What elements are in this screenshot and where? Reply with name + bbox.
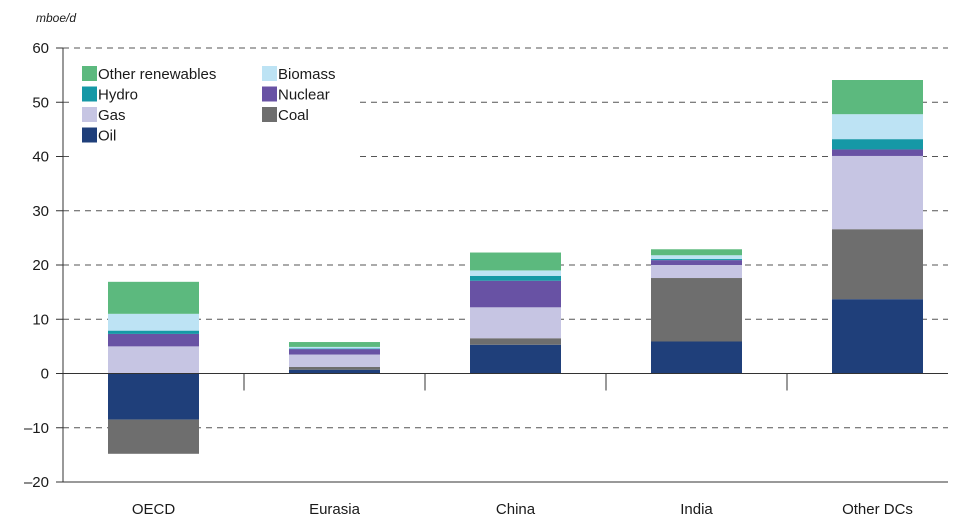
legend-item-coal: Coal xyxy=(262,107,309,124)
legend-label: Nuclear xyxy=(278,87,330,104)
bar-other-dcs-coal xyxy=(832,229,923,300)
bars xyxy=(108,80,923,454)
bar-eurasia-coal xyxy=(289,366,380,370)
bar-other-dcs-gas xyxy=(832,155,923,230)
legend-swatch xyxy=(82,127,97,143)
bar-oecd-biomass xyxy=(108,313,199,331)
bar-china-hydro xyxy=(470,275,561,281)
y-tick-label: 50 xyxy=(32,94,49,111)
legend-item-other-renewables: Other renewables xyxy=(82,66,216,83)
legend-swatch xyxy=(262,107,277,122)
y-tick-label: 0 xyxy=(41,366,49,383)
axes: –20 –10 0 10 20 30 40 50 60 OECD Eurasia China India… xyxy=(24,40,948,518)
bar-eurasia-oil xyxy=(289,369,380,374)
y-tick-label: –20 xyxy=(24,474,49,491)
bar-india-nuclear xyxy=(651,260,742,265)
bar-oecd-hydro xyxy=(108,330,199,334)
bar-oecd-other-renewables xyxy=(108,281,199,314)
bar-other-dcs-hydro xyxy=(832,139,923,150)
bar-india-other-renewables xyxy=(651,249,742,256)
bar-china-oil xyxy=(470,344,561,374)
x-tick-label-china: China xyxy=(496,501,536,518)
bar-oecd-oil xyxy=(108,373,199,420)
legend-item-gas: Gas xyxy=(82,107,126,124)
bar-other-dcs-nuclear xyxy=(832,149,923,156)
bar-eurasia-biomass xyxy=(289,346,380,349)
x-tick-label-india: India xyxy=(680,501,713,518)
legend-label: Other renewables xyxy=(98,66,216,83)
bar-other-dcs-other-renewables xyxy=(832,80,923,115)
y-tick-label: 20 xyxy=(32,257,49,274)
legend-background xyxy=(74,60,358,160)
bar-india-biomass xyxy=(651,255,742,260)
bar-oecd-nuclear xyxy=(108,333,199,347)
y-tick-label: 10 xyxy=(32,311,49,328)
x-tick-label-oecd: OECD xyxy=(132,501,176,518)
legend-swatch xyxy=(82,66,97,81)
bar-oecd-gas xyxy=(108,346,199,374)
bar-eurasia-hydro xyxy=(289,348,380,350)
y-unit-label: mboe/d xyxy=(36,11,76,25)
legend-swatch xyxy=(82,107,97,122)
bar-eurasia-gas xyxy=(289,354,380,367)
legend: Other renewables Biomass Hydro Nuclear Gas Co… xyxy=(74,60,358,160)
bar-china-biomass xyxy=(470,270,561,276)
legend-swatch xyxy=(82,86,97,102)
bar-india-gas xyxy=(651,265,742,279)
bar-oecd-coal xyxy=(108,419,199,454)
x-tick-label-other-dcs: Other DCs xyxy=(842,501,913,518)
bar-india-oil xyxy=(651,341,742,374)
y-tick-label: 60 xyxy=(32,40,49,57)
legend-label: Biomass xyxy=(278,66,336,83)
y-tick-label: 30 xyxy=(32,203,49,220)
x-tick-label-eurasia: Eurasia xyxy=(309,501,361,518)
bar-china-gas xyxy=(470,307,561,339)
legend-label: Oil xyxy=(98,128,116,145)
bar-other-dcs-oil xyxy=(832,299,923,374)
legend-item-hydro: Hydro xyxy=(82,86,138,104)
bar-china-other-renewables xyxy=(470,252,561,271)
bar-other-dcs-biomass xyxy=(832,114,923,140)
legend-label: Hydro xyxy=(98,87,138,104)
legend-label: Gas xyxy=(98,107,126,124)
bar-china-coal xyxy=(470,338,561,345)
bar-eurasia-other-renewables xyxy=(289,342,380,347)
legend-item-biomass: Biomass xyxy=(262,66,336,83)
legend-swatch xyxy=(262,86,277,102)
legend-swatch xyxy=(262,66,277,81)
bar-india-hydro xyxy=(651,259,742,261)
bar-india-coal xyxy=(651,278,742,342)
legend-item-nuclear: Nuclear xyxy=(262,86,330,104)
bar-china-nuclear xyxy=(470,280,561,308)
y-tick-label: 40 xyxy=(32,149,49,166)
legend-label: Coal xyxy=(278,107,309,124)
y-tick-label: –10 xyxy=(24,420,49,437)
bar-eurasia-nuclear xyxy=(289,349,380,355)
legend-item-oil: Oil xyxy=(82,127,116,145)
